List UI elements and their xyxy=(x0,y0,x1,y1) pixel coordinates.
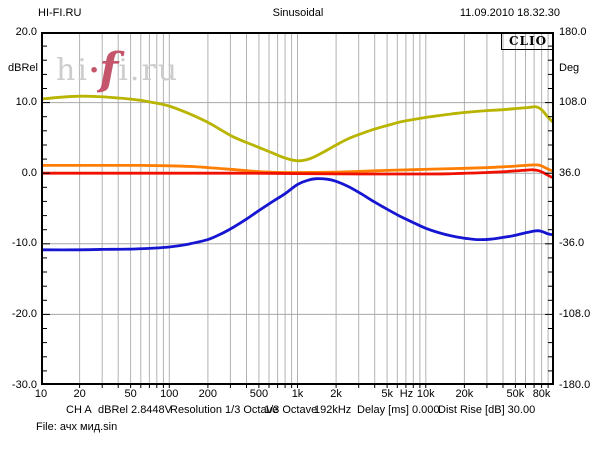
x-tick-label: 80k xyxy=(532,388,551,400)
status-line-segment: dBRel 2.8448V xyxy=(98,404,172,416)
plot-area xyxy=(41,32,554,388)
x-tick-label: 10k xyxy=(416,388,435,400)
header-datetime: 11.09.2010 18.32.30 xyxy=(459,7,560,19)
x-tick-label: 10 xyxy=(34,388,48,400)
curve-yellow xyxy=(41,94,554,163)
header-app-name: HI-FI.RU xyxy=(38,7,82,19)
clio-logo-badge: CLIO xyxy=(501,33,554,50)
x-tick-label: 50 xyxy=(124,388,137,400)
x-tick-label: 1k xyxy=(291,388,304,400)
x-tick-label: Hz xyxy=(399,388,414,400)
x-tick-label: 100 xyxy=(160,388,179,400)
status-line-segment: Delay [ms] 0.000 xyxy=(357,404,440,416)
status-line-segment: Dist Rise [dB] 30.00 xyxy=(438,404,536,416)
curve-orange xyxy=(41,163,554,174)
x-tick-label: 50k xyxy=(506,388,525,400)
y-axis-unit-right: Deg xyxy=(559,62,580,74)
status-line-segment: 1/3 Octave xyxy=(264,404,318,416)
y-axis-unit-left: dBRel xyxy=(8,62,38,74)
x-tick-label: 500 xyxy=(249,388,269,400)
x-tick-label: 2k xyxy=(330,388,342,400)
y-tick-label-left: -30.0 xyxy=(11,378,37,391)
y-tick-label-right: 108.0 xyxy=(559,96,587,109)
y-tick-label-left: 10.0 xyxy=(15,96,37,109)
y-tick-label-left: 20.0 xyxy=(15,25,37,38)
status-line-segment: CH A xyxy=(66,404,92,416)
y-tick-label-right: -36.0 xyxy=(559,237,585,250)
curve-red xyxy=(41,168,554,180)
plot-border xyxy=(41,32,554,385)
x-tick-label: 200 xyxy=(198,388,218,400)
file-name-label: File: ачх мид.sin xyxy=(36,421,118,433)
y-tick-label-right: 36.0 xyxy=(559,166,581,179)
y-tick-label-right: -180.0 xyxy=(559,378,591,391)
curve-blue xyxy=(41,177,554,252)
y-tick-label-right: 180.0 xyxy=(559,25,587,38)
y-tick-label-left: -20.0 xyxy=(11,307,37,320)
x-tick-label: 20 xyxy=(73,388,86,400)
x-tick-label: 20k xyxy=(455,388,474,400)
status-line-segment: Resolution 1/3 Octave xyxy=(170,404,279,416)
y-tick-label-left: 0.0 xyxy=(21,166,37,179)
y-tick-label-right: -108.0 xyxy=(559,307,591,320)
x-tick-label: 5k xyxy=(381,388,393,400)
y-tick-label-left: -10.0 xyxy=(11,237,37,250)
status-line-segment: 192kHz xyxy=(314,404,352,416)
chart-title: Sinusoidal xyxy=(272,7,324,19)
